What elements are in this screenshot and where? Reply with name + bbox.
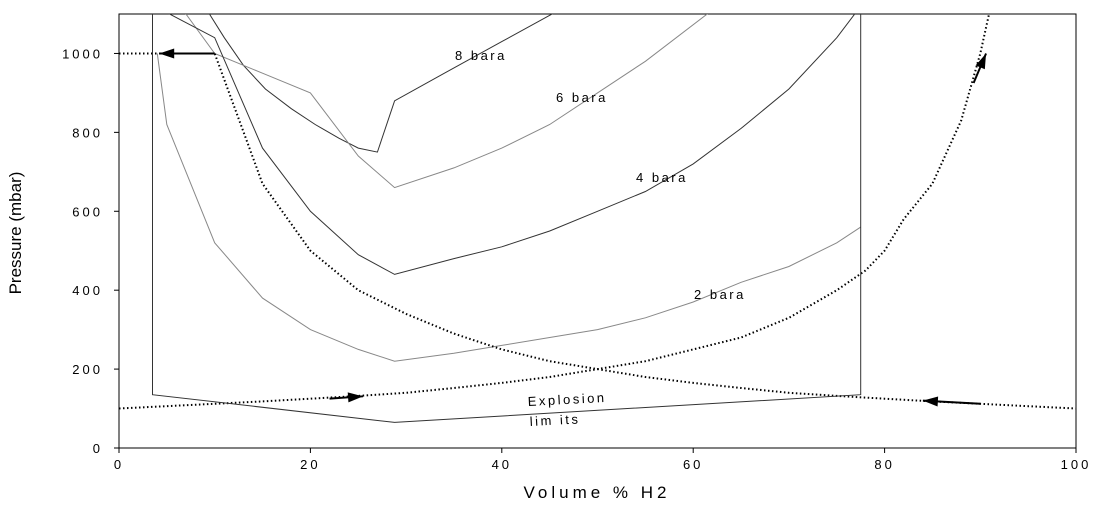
annotation-8-bara: 8 bara — [455, 48, 507, 63]
y-tick-label: 400 — [72, 283, 103, 298]
series-line-2-bara — [156, 53, 861, 362]
annotation-6-bara: 6 bara — [556, 90, 608, 105]
arrow-layer — [159, 48, 987, 407]
series-line-4-bara — [168, 14, 856, 275]
flow-arrow-head — [347, 392, 364, 403]
series-layer — [118, 14, 1077, 423]
x-tick-label: 100 — [1061, 457, 1092, 472]
annotation-2-bara: 2 bara — [694, 287, 746, 302]
x-axis-ticks: 0 20 40 60 80 100 — [114, 448, 1092, 472]
x-tick-label: 40 — [492, 457, 512, 472]
x-tick-label: 0 — [114, 457, 124, 472]
y-axis-title: Pressure (mbar) — [6, 172, 25, 295]
flow-arrow-head — [975, 53, 987, 70]
x-tick-label: 60 — [683, 457, 703, 472]
y-tick-label: 1000 — [62, 46, 103, 61]
y-tick-label: 800 — [72, 125, 103, 140]
series-line-6-bara — [185, 14, 709, 189]
annotation-4-bara: 4 bara — [636, 170, 688, 185]
annotation-limits: lim its — [529, 411, 580, 429]
x-tick-label: 20 — [300, 457, 320, 472]
annotation-explosion: Explosion — [527, 390, 607, 409]
y-tick-label: 0 — [93, 441, 103, 456]
x-tick-label: 80 — [874, 457, 894, 472]
flow-arrow-head — [159, 48, 175, 59]
plot-frame — [118, 13, 1077, 449]
x-axis-title: Volume % H2 — [524, 483, 671, 502]
plot-area — [118, 13, 1077, 449]
y-axis-ticks: 0 200 400 600 800 1000 — [62, 46, 119, 456]
series-line-4 — [119, 52, 1077, 410]
y-tick-label: 200 — [72, 362, 103, 377]
series-line-5 — [118, 14, 991, 410]
series-line-8-bara — [208, 14, 554, 153]
series-line-6 — [152, 14, 862, 423]
y-tick-label: 600 — [72, 204, 103, 219]
flow-arrow-head — [922, 396, 939, 407]
